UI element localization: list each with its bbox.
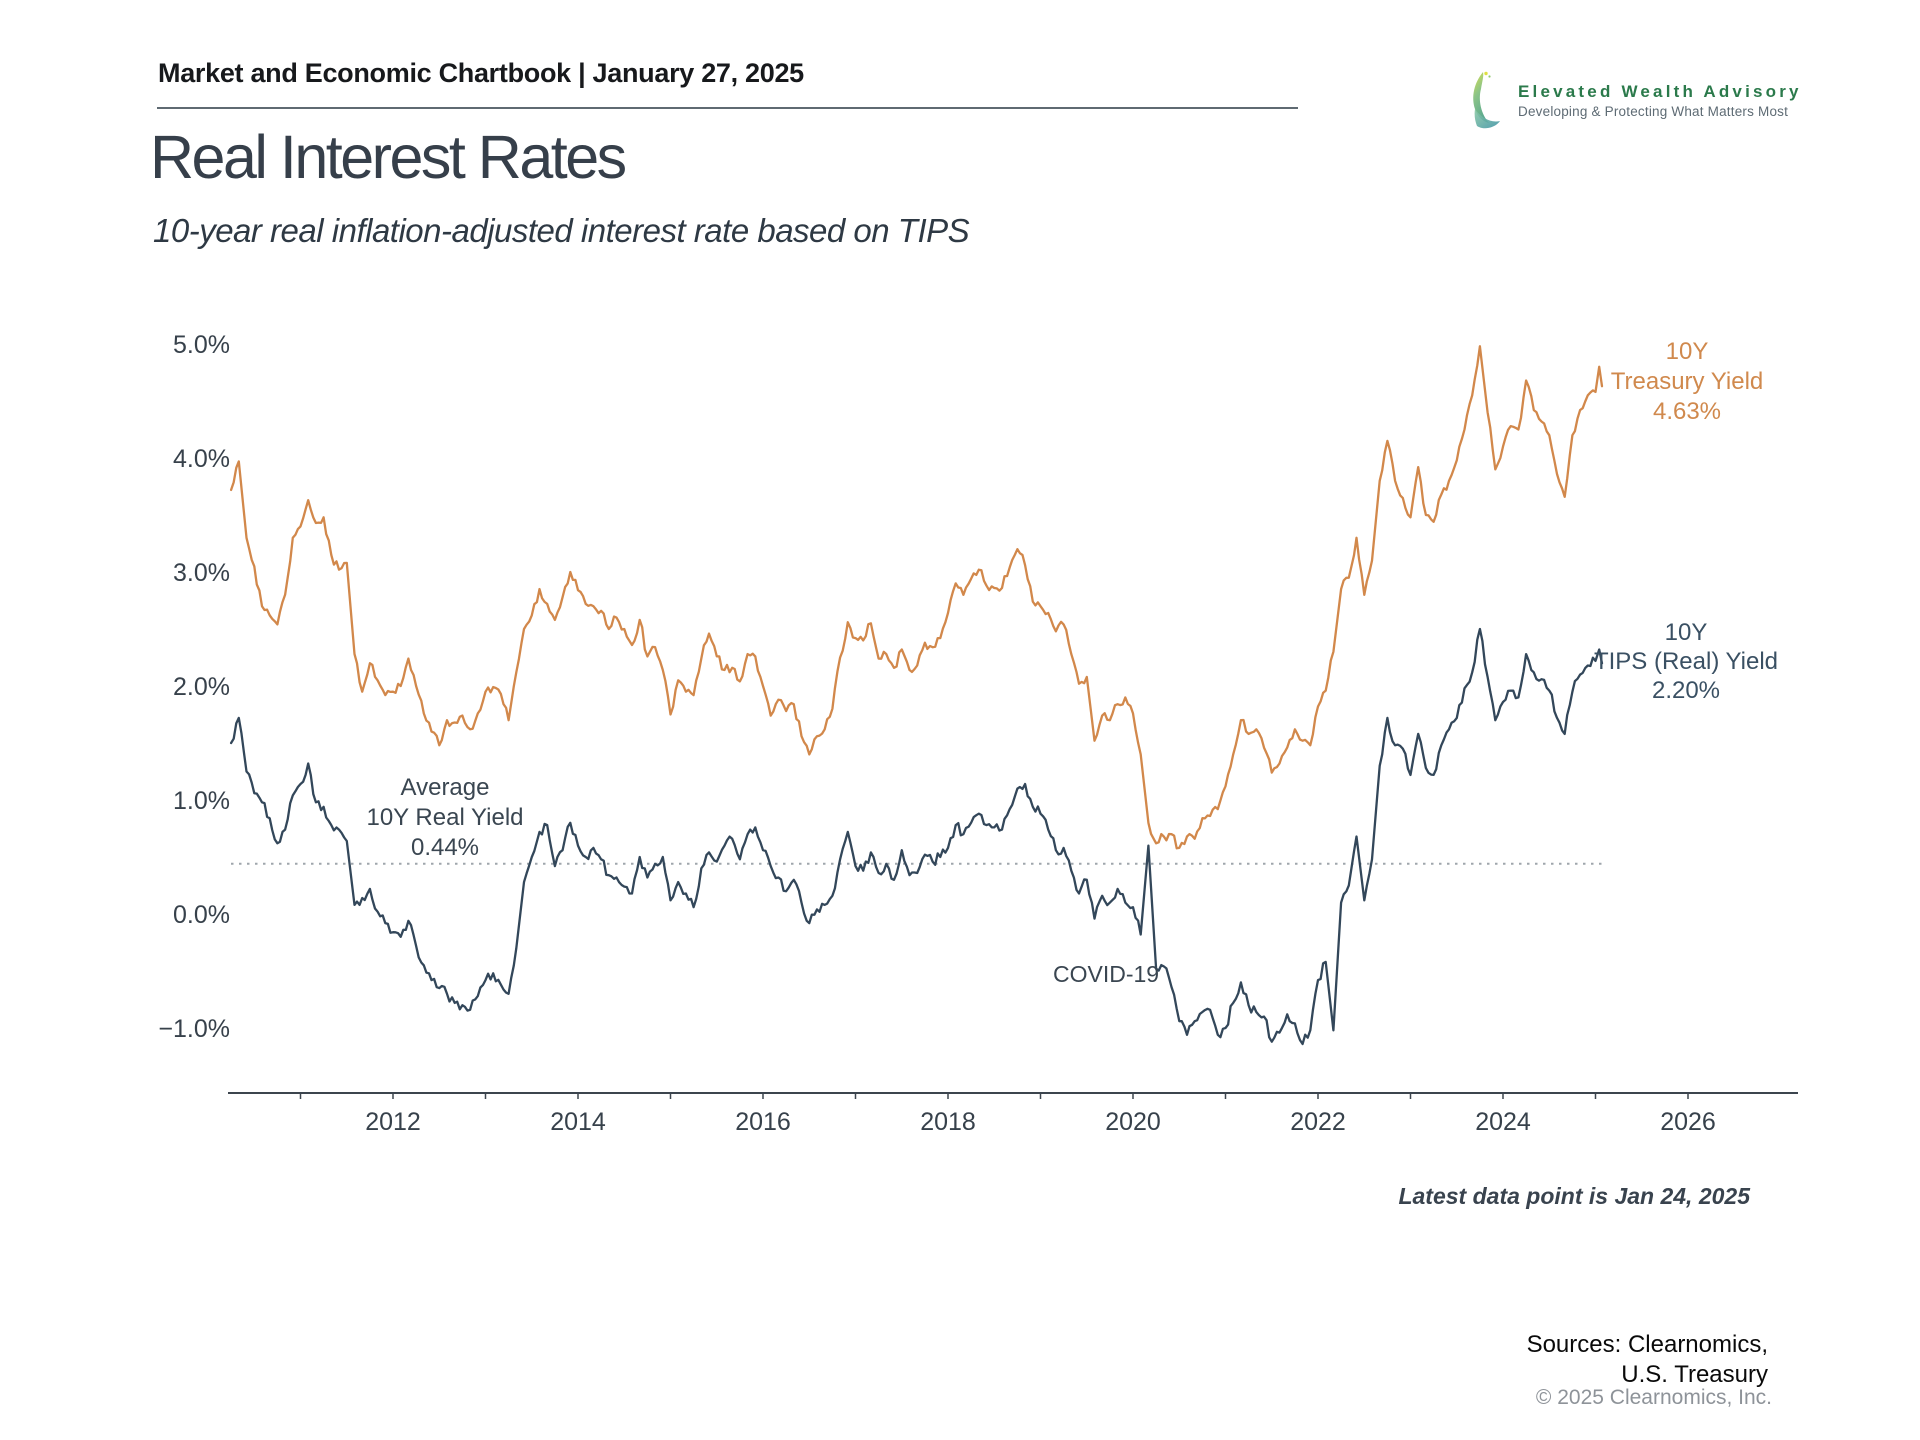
leaf-swoosh-icon [1473, 71, 1500, 129]
average-yield-annotation: Average 10Y Real Yield 0.44% [345, 773, 545, 863]
covid-annotation: COVID-19 [1053, 961, 1160, 987]
average-annotation-line1: Average [400, 774, 490, 801]
treasury-series-label: 10Y Treasury Yield 4.63% [1587, 337, 1787, 427]
sources-line1: Sources: Clearnomics, [1526, 1331, 1768, 1358]
latest-data-note: Latest data point is Jan 24, 2025 [1398, 1183, 1750, 1209]
header-divider [157, 107, 1298, 109]
x-axis-tick-label: 2012 [365, 1108, 421, 1136]
page-subtitle: 10-year real inflation-adjusted interest… [153, 212, 970, 249]
tips-series-label: 10Y TIPS (Real) Yield 2.20% [1586, 618, 1786, 705]
company-logo: Elevated Wealth Advisory Developing & Pr… [1468, 68, 1799, 138]
copyright-note: © 2025 Clearnomics, Inc. [1535, 1386, 1772, 1409]
x-axis-tick-label: 2020 [1105, 1108, 1161, 1136]
y-axis-tick-label: 5.0% [173, 331, 230, 359]
x-axis-tick-label: 2022 [1290, 1108, 1346, 1136]
y-axis-tick-label: 0.0% [173, 901, 230, 929]
treasury-series-line [229, 345, 1604, 850]
x-axis-tick-label: 2024 [1475, 1108, 1531, 1136]
y-axis-tick-label: 2.0% [173, 673, 230, 701]
chartbook-header: Market and Economic Chartbook | January … [158, 58, 804, 88]
logo-tagline: Developing & Protecting What Matters Mos… [1518, 104, 1789, 119]
treasury-label-line1: 10Y [1665, 338, 1709, 365]
x-axis-tick-label: 2026 [1660, 1108, 1716, 1136]
y-axis-tick-label: 4.0% [173, 445, 230, 473]
tips-label-line1: 10Y [1664, 619, 1708, 646]
sources-note: Sources: Clearnomics, U.S. Treasury [1527, 1330, 1768, 1390]
y-axis-tick-label: −1.0% [158, 1015, 230, 1043]
y-axis-tick-label: 3.0% [173, 559, 230, 587]
treasury-label-line2: Treasury Yield [1610, 368, 1764, 395]
tips-label-line2: TIPS (Real) Yield [1593, 648, 1779, 675]
y-axis-tick-label: 1.0% [173, 787, 230, 815]
x-axis-tick-label: 2016 [735, 1108, 791, 1136]
average-annotation-line2: 10Y Real Yield [366, 804, 524, 831]
x-axis-tick-label: 2018 [920, 1108, 976, 1136]
average-annotation-value: 0.44% [410, 834, 480, 861]
tips-series-line [229, 627, 1604, 1046]
treasury-label-value: 4.63% [1652, 398, 1722, 425]
logo-company-name: Elevated Wealth Advisory [1518, 82, 1802, 101]
page-title: Real Interest Rates [150, 123, 627, 191]
x-axis-tick-label: 2014 [550, 1108, 606, 1136]
sources-line2: U.S. Treasury [1621, 1361, 1768, 1388]
tips-label-value: 2.20% [1651, 677, 1721, 704]
